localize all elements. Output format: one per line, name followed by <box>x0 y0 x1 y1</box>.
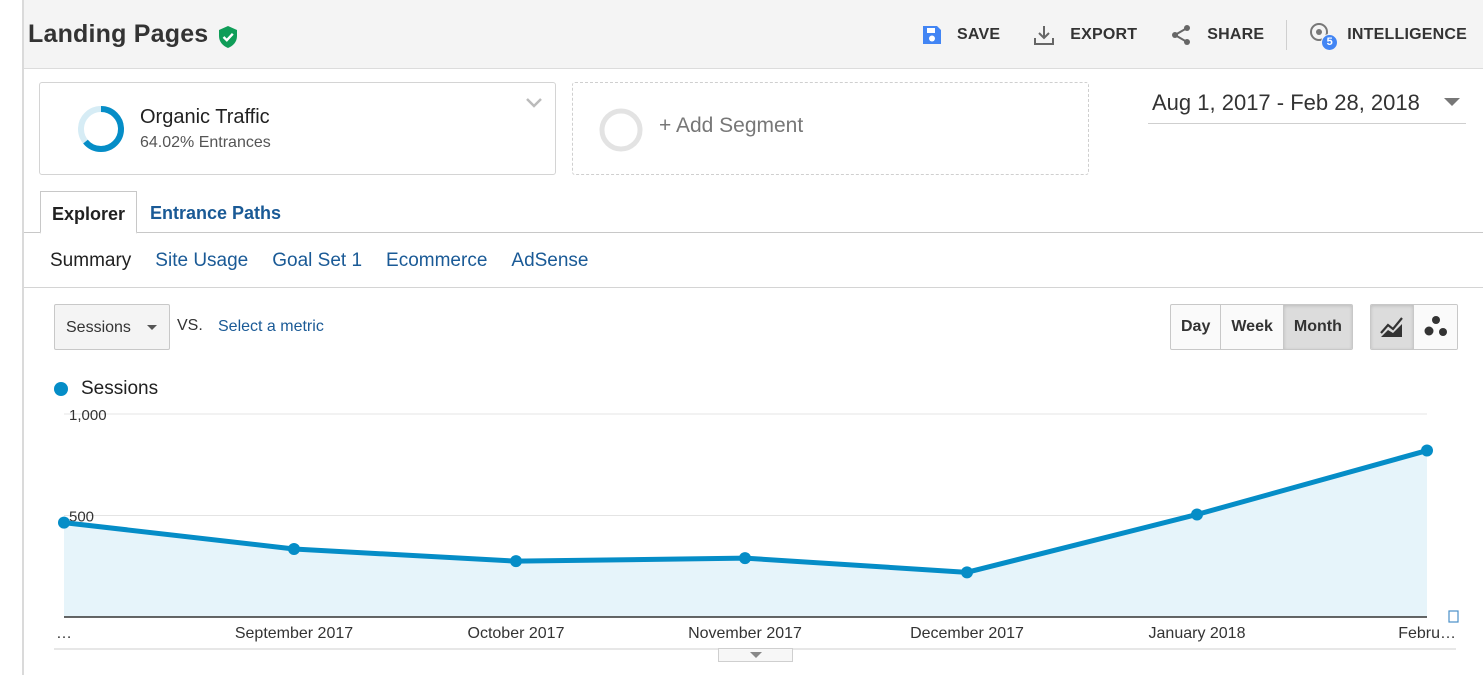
share-label: SHARE <box>1207 25 1265 43</box>
vs-label: VS. <box>177 317 203 334</box>
x-tick-label: … <box>56 625 72 642</box>
sessions-chart: 500 1,000 … September 2017 October 2017 Novem… <box>54 407 1459 650</box>
data-point-sessions <box>1421 444 1433 457</box>
caret-down-icon <box>147 325 157 330</box>
granularity-day-button[interactable]: Day <box>1171 305 1222 349</box>
report-header: Landing Pages SAVE EXPORT <box>24 0 1483 69</box>
header-actions: SAVE EXPORT SHARE <box>905 0 1483 69</box>
date-range-text: Aug 1, 2017 - Feb 28, 2018 <box>1152 90 1420 115</box>
explorer-subnav: Summary Site Usage Goal Set 1 Ecommerce … <box>50 250 613 272</box>
bubble-chart-icon <box>1424 316 1447 336</box>
intelligence-label: INTELLIGENCE <box>1347 25 1467 43</box>
line-chart-icon <box>1380 317 1403 337</box>
empty-segment-ring-icon <box>599 108 643 152</box>
subnav-ecommerce[interactable]: Ecommerce <box>386 250 488 271</box>
granularity-month-button[interactable]: Month <box>1283 305 1352 349</box>
data-point-sessions <box>510 555 522 568</box>
annotation-icon <box>1448 610 1459 623</box>
header-divider <box>1286 19 1288 50</box>
export-label: EXPORT <box>1070 25 1138 43</box>
data-point-sessions <box>288 542 300 555</box>
data-point-sessions <box>739 552 751 565</box>
metric-dropdown[interactable]: Sessions <box>54 304 170 350</box>
y-tick-label: 1,000 <box>69 407 107 424</box>
subnav-goal-set-1[interactable]: Goal Set 1 <box>272 250 363 271</box>
segment-name: Organic Traffic <box>140 106 270 128</box>
chart-legend: Sessions <box>54 378 158 400</box>
add-segment-label: + Add Segment <box>659 114 804 137</box>
caret-down-icon <box>749 652 762 658</box>
motion-chart-button[interactable] <box>1414 305 1457 349</box>
share-icon <box>1172 24 1191 45</box>
subnav-summary[interactable]: Summary <box>50 250 132 271</box>
line-chart-button[interactable] <box>1371 305 1415 349</box>
data-point-sessions <box>1191 508 1203 521</box>
x-tick-label: October 2017 <box>468 625 565 642</box>
save-icon <box>923 25 942 44</box>
subnav-adsense[interactable]: AdSense <box>511 250 589 271</box>
x-tick-label: January 2018 <box>1149 625 1246 642</box>
tab-explorer[interactable]: Explorer <box>40 191 138 234</box>
data-point-sessions <box>961 566 973 579</box>
intelligence-icon: 5 <box>1309 22 1339 51</box>
y-tick-label: 500 <box>69 509 94 526</box>
chart-collapse-handle[interactable] <box>718 648 793 662</box>
save-label: SAVE <box>957 25 1001 43</box>
legend-dot-sessions <box>54 382 68 396</box>
intelligence-badge: 5 <box>1321 33 1339 51</box>
granularity-week-button[interactable]: Week <box>1221 305 1284 349</box>
download-icon <box>1034 25 1055 45</box>
segment-detail: 64.02% Entrances <box>140 134 271 151</box>
legend-label-sessions: Sessions <box>81 378 159 399</box>
share-button[interactable]: SHARE <box>1153 15 1280 55</box>
add-segment-button[interactable]: + Add Segment <box>572 82 1089 175</box>
data-point-sessions <box>58 516 70 529</box>
page-title: Landing Pages <box>28 20 209 48</box>
chart-type-toggle <box>1370 304 1458 350</box>
date-range-picker[interactable]: Aug 1, 2017 - Feb 28, 2018 <box>1148 88 1466 124</box>
tabs-divider <box>24 232 1483 233</box>
export-button[interactable]: EXPORT <box>1016 15 1153 55</box>
chevron-down-icon[interactable] <box>525 97 543 109</box>
x-tick-label: December 2017 <box>910 625 1024 642</box>
save-button[interactable]: SAVE <box>905 15 1016 55</box>
segment-donut-icon <box>78 106 124 152</box>
tab-entrance-paths[interactable]: Entrance Paths <box>150 203 282 223</box>
caret-down-icon <box>1444 98 1460 106</box>
x-tick-label: September 2017 <box>235 625 353 642</box>
select-metric-link[interactable]: Select a metric <box>218 318 324 335</box>
left-border <box>22 0 24 675</box>
x-tick-label: Febru… <box>1398 625 1456 642</box>
x-tick-label: November 2017 <box>688 625 802 642</box>
subnav-site-usage[interactable]: Site Usage <box>155 250 249 271</box>
series-area <box>64 450 1427 617</box>
metric-dropdown-value: Sessions <box>66 319 131 336</box>
granularity-toggle: Day Week Month <box>1170 304 1353 350</box>
verified-shield-icon <box>219 26 237 48</box>
intelligence-button[interactable]: 5 INTELLIGENCE <box>1293 15 1483 55</box>
subnav-divider <box>24 287 1483 288</box>
segment-organic-traffic[interactable]: Organic Traffic 64.02% Entrances <box>39 82 556 175</box>
